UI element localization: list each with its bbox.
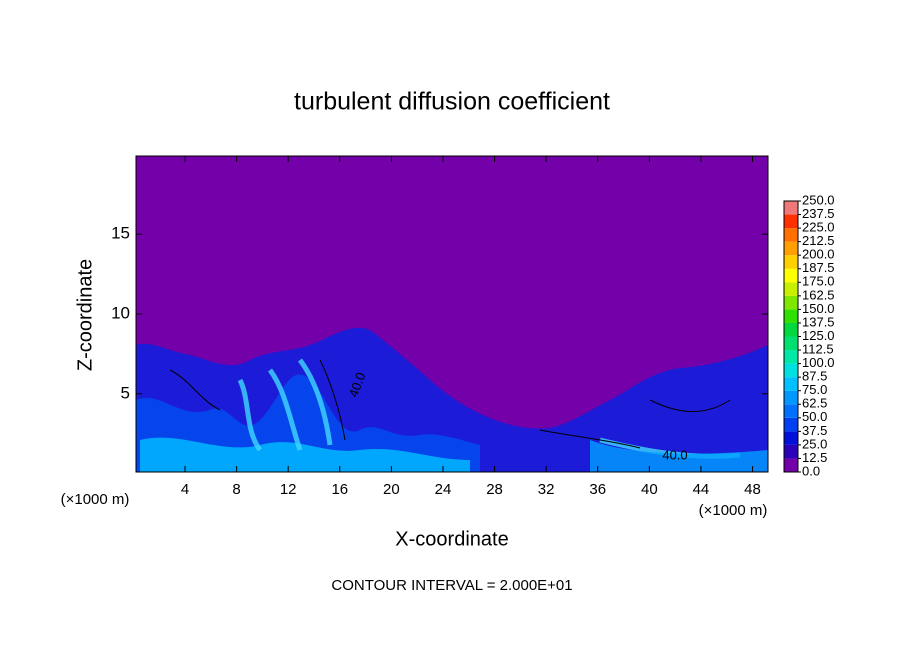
x-tick-label: 20 bbox=[383, 481, 400, 498]
colorbar-segment bbox=[784, 309, 798, 323]
x-tick-label: 32 bbox=[538, 481, 555, 498]
colorbar-segment bbox=[784, 214, 798, 229]
colorbar-tick-label: 125.0 bbox=[802, 328, 835, 343]
colorbar-segment bbox=[784, 228, 798, 242]
x-tick-label: 44 bbox=[693, 481, 710, 498]
colorbar-tick-label: 0.0 bbox=[802, 463, 820, 478]
colorbar-tick-label: 50.0 bbox=[802, 409, 827, 424]
x-tick-label: 8 bbox=[232, 481, 240, 498]
colorbar-tick-label: 75.0 bbox=[802, 382, 827, 397]
contour-line bbox=[169, 359, 731, 449]
colorbar-tick-label: 12.5 bbox=[802, 450, 827, 465]
colorbar-tick-label: 162.5 bbox=[802, 287, 835, 302]
turbulent-streak bbox=[237, 358, 741, 459]
colorbar-segment bbox=[784, 268, 798, 283]
y-tick-label: 5 bbox=[121, 383, 130, 402]
colorbar-segment bbox=[784, 458, 798, 472]
colorbar-tick-label: 225.0 bbox=[802, 220, 835, 235]
colorbar-segment bbox=[784, 417, 798, 432]
x-axis-label: X-coordinate bbox=[395, 528, 508, 550]
colorbar-segment bbox=[784, 350, 798, 364]
colorbar-tick-label: 150.0 bbox=[802, 301, 835, 316]
x-tick-label: 12 bbox=[280, 481, 297, 498]
colorbar-segment bbox=[784, 295, 798, 310]
x-tick-label: 28 bbox=[486, 481, 503, 498]
colorbar-tick-label: 137.5 bbox=[802, 314, 835, 329]
colorbar-segment bbox=[784, 431, 798, 445]
colorbar-tick-label: 112.5 bbox=[802, 341, 834, 356]
turbulent-field bbox=[136, 327, 768, 472]
y-tick-label: 10 bbox=[111, 303, 130, 322]
colorbar-tick-label: 25.0 bbox=[802, 436, 827, 451]
colorbar-segment bbox=[784, 444, 798, 459]
colorbar-segment bbox=[784, 255, 798, 269]
colorbar-segment bbox=[784, 322, 798, 337]
colorbar-segment bbox=[784, 363, 798, 378]
colorbar-tick-label: 87.5 bbox=[802, 369, 827, 384]
x-unit-label: (×1000 m) bbox=[61, 491, 130, 508]
x-unit-label: (×1000 m) bbox=[699, 502, 768, 519]
colorbar-tick-label: 250.0 bbox=[802, 192, 835, 207]
colorbar-tick-label: 212.5 bbox=[802, 233, 835, 248]
colorbar-segment bbox=[784, 404, 798, 418]
colorbar-segment bbox=[784, 201, 798, 215]
colorbar-tick-label: 187.5 bbox=[802, 260, 835, 275]
contour-label: 40.0 bbox=[662, 447, 687, 462]
x-tick-label: 24 bbox=[435, 481, 452, 498]
x-tick-label: 4 bbox=[181, 481, 189, 498]
colorbar-tick-label: 100.0 bbox=[802, 355, 835, 370]
colorbar-tick-label: 200.0 bbox=[802, 247, 835, 262]
x-tick-label: 40 bbox=[641, 481, 658, 498]
colorbar-tick-label: 37.5 bbox=[802, 423, 827, 438]
annotation: CONTOUR INTERVAL = 2.000E+01 bbox=[331, 577, 572, 594]
x-tick-label: 48 bbox=[744, 481, 761, 498]
x-tick-label: 16 bbox=[331, 481, 348, 498]
x-tick-label: 36 bbox=[589, 481, 606, 498]
y-axis-label: Z-coordinate bbox=[74, 259, 96, 371]
turbulent-streak bbox=[140, 437, 470, 472]
colorbar-segment bbox=[784, 336, 798, 351]
chart-title: turbulent diffusion coefficient bbox=[294, 88, 610, 116]
y-tick-label: 15 bbox=[111, 224, 130, 243]
colorbar-segment bbox=[784, 241, 798, 256]
colorbar-segment bbox=[784, 282, 798, 296]
colorbar-tick-label: 175.0 bbox=[802, 274, 835, 289]
colorbar-segment bbox=[784, 377, 798, 391]
colorbar-tick-label: 237.5 bbox=[802, 206, 835, 221]
turbulent-streak bbox=[590, 440, 768, 472]
colorbar-tick-label: 62.5 bbox=[802, 396, 827, 411]
colorbar-segment bbox=[784, 390, 798, 405]
